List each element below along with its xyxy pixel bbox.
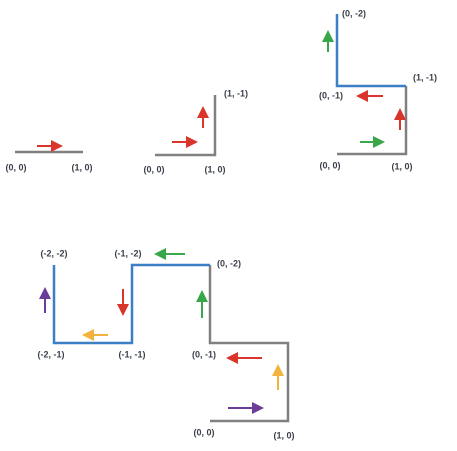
label: (0, -2) <box>342 8 366 18</box>
label: (0, -1) <box>192 349 216 359</box>
label: (0, 0) <box>193 427 214 437</box>
label: (1, 0) <box>71 162 92 172</box>
label: (0, 0) <box>5 162 26 172</box>
path <box>155 95 217 157</box>
label: (0, 0) <box>319 160 340 170</box>
label: (-1, -1) <box>119 349 146 359</box>
label: (1, -1) <box>413 72 437 82</box>
label: (1, 0) <box>204 164 225 174</box>
label: (-2, -1) <box>38 349 65 359</box>
path <box>52 263 210 345</box>
panel-3: (0, 0) (1, 0) (1, -1) (0, -1) (0, -2) <box>319 8 437 171</box>
label: (0, -2) <box>217 258 241 268</box>
label: (1, 0) <box>391 161 412 171</box>
label: (1, -1) <box>224 88 248 98</box>
label: (0, -1) <box>319 90 343 100</box>
label: (1, 0) <box>273 430 294 440</box>
panel-1: (0, 0) (1, 0) <box>5 140 93 172</box>
path <box>208 265 290 423</box>
panel-4: (0, 0) (1, 0) (0, -1) (0, -2) (-1, -2) (… <box>38 248 295 440</box>
panel-2: (0, 0) (1, 0) (1, -1) <box>143 88 248 174</box>
label: (0, 0) <box>143 164 164 174</box>
label: (-2, -2) <box>41 248 68 258</box>
path <box>335 14 406 88</box>
path <box>337 86 408 156</box>
label: (-1, -2) <box>115 248 142 258</box>
